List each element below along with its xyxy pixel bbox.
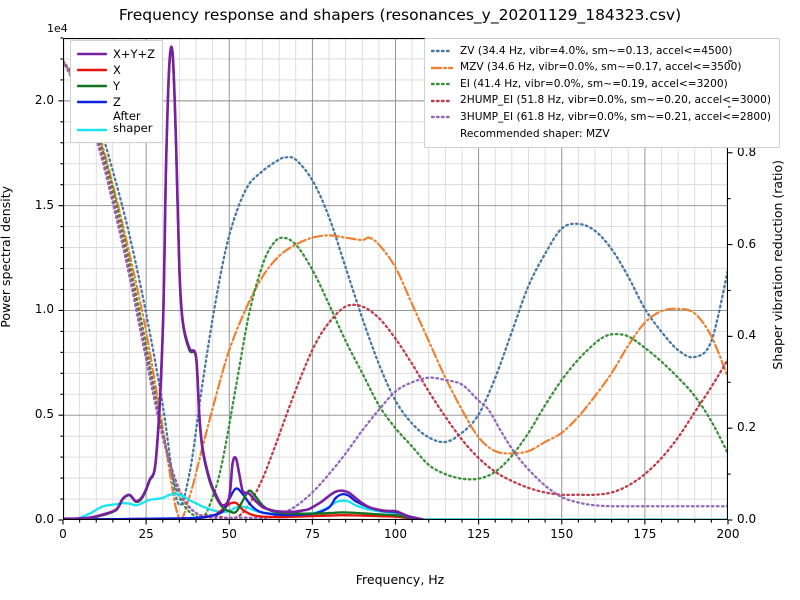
shaper-curve-3hump_ei (63, 59, 728, 520)
legend-line-icon (77, 96, 107, 108)
y-tick-label: 0.0 (34, 512, 54, 526)
y2-tick-label: 0.4 (737, 328, 757, 343)
x-tick-label: 175 (633, 527, 657, 541)
shaper-curves (63, 59, 728, 520)
legend-item-label: 3HUMP_EI (61.8 Hz, vibr=0.0%, sm~=0.21, … (460, 110, 771, 123)
x-tick-label: 25 (138, 527, 154, 541)
psd-curves (63, 45, 728, 520)
x-tick-label: 75 (304, 527, 321, 541)
legend-swatch (431, 83, 453, 86)
legend-item-label: EI (41.4 Hz, vibr=0.0%, sm~=0.19, accel<… (460, 77, 728, 90)
chart-svg (63, 38, 728, 520)
shaper-curve-zv (63, 59, 728, 507)
legend-swatch (77, 128, 107, 132)
legend-item-z[interactable]: Z (77, 94, 155, 110)
x-tick-label: 200 (716, 527, 740, 541)
legend-item-label: MZV (34.6 Hz, vibr=0.0%, sm~=0.17, accel… (460, 61, 742, 74)
legend-item-label: X+Y+Z (113, 46, 156, 61)
legend-item-mzv[interactable]: MZV (34.6 Hz, vibr=0.0%, sm~=0.17, accel… (431, 60, 771, 77)
legend-item-x-y-z[interactable]: X+Y+Z (77, 46, 155, 62)
shaper-curve-mzv (63, 59, 728, 520)
legend-item-ei[interactable]: EI (41.4 Hz, vibr=0.0%, sm~=0.19, accel<… (431, 76, 771, 93)
shaper-curve-2hump_ei (63, 59, 728, 520)
legend-swatch (431, 99, 453, 102)
legend-item-2hump-ei[interactable]: 2HUMP_EI (51.8 Hz, vibr=0.0%, sm~=0.20, … (431, 93, 771, 110)
legend-item-3hump-ei[interactable]: 3HUMP_EI (61.8 Hz, vibr=0.0%, sm~=0.21, … (431, 109, 771, 126)
legend-swatch (77, 100, 107, 104)
legend-psd[interactable]: X+Y+Z X Y Z After shaper (70, 40, 164, 143)
x-tick-label: 100 (384, 527, 407, 541)
x-axis-label: Frequency, Hz (355, 572, 445, 587)
legend-line-icon (431, 63, 453, 73)
plot-border (63, 38, 728, 520)
legend-line-icon (77, 48, 107, 60)
legend-item-label: Y (113, 78, 121, 93)
y2-tick-label: 0.2 (737, 420, 757, 435)
legend-line-icon (77, 64, 107, 76)
legend-item-x[interactable]: X (77, 62, 155, 78)
legend-line-icon (77, 80, 107, 92)
y-axis-label: Power spectral density (0, 186, 13, 328)
legend-shapers[interactable]: ZV (34.4 Hz, vibr=4.0%, sm~=0.13, accel<… (424, 38, 780, 148)
x-tick-label: 125 (467, 527, 491, 541)
recommended-shaper-note: Recommended shaper: MZV (460, 127, 610, 140)
y2-axis-label: Shaper vibration reduction (ratio) (770, 160, 785, 370)
legend-item-after-shaper[interactable]: After shaper (77, 110, 155, 136)
y-tick-label: 0.5 (34, 407, 54, 422)
legend-item-y[interactable]: Y (77, 78, 155, 94)
legend-item-zv[interactable]: ZV (34.4 Hz, vibr=4.0%, sm~=0.13, accel<… (431, 43, 771, 60)
legend-item-label: ZV (34.4 Hz, vibr=4.0%, sm~=0.13, accel<… (460, 44, 733, 57)
legend-item-label: Z (113, 94, 121, 109)
y-tick-label: 1.5 (34, 197, 54, 212)
legend-swatch (77, 68, 107, 72)
legend-swatch (431, 50, 453, 53)
legend-swatch (77, 84, 107, 88)
shaper-curve-ei (63, 59, 728, 519)
x-tick-label: 0 (59, 527, 67, 541)
x-tick-label: 50 (221, 527, 237, 541)
y-axis-exponent-label: 1e4 (47, 22, 68, 35)
legend-line-icon (431, 112, 453, 122)
y2-tick-label: 0.8 (737, 144, 757, 159)
legend-item-label: After shaper (113, 109, 153, 136)
plot-area (63, 38, 728, 520)
legend-swatch (77, 52, 107, 56)
legend-line-icon (431, 96, 453, 106)
y-tick-label: 1.0 (34, 302, 54, 317)
legend-line-icon (77, 124, 107, 136)
legend-line-icon (431, 46, 453, 56)
y2-tick-label: 0.6 (737, 236, 757, 251)
legend-swatch (431, 66, 453, 69)
legend-item-label: X (113, 62, 121, 77)
y-tick-label: 2.0 (34, 92, 54, 107)
psd-curve-x-y-z (63, 45, 424, 520)
x-tick-label: 150 (550, 527, 574, 541)
legend-swatch (431, 116, 453, 119)
legend-line-icon (431, 79, 453, 89)
chart-title: Frequency response and shapers (resonanc… (118, 6, 682, 24)
y2-tick-label: 0.0 (737, 512, 757, 526)
legend-item-label: 2HUMP_EI (51.8 Hz, vibr=0.0%, sm~=0.20, … (460, 94, 771, 107)
